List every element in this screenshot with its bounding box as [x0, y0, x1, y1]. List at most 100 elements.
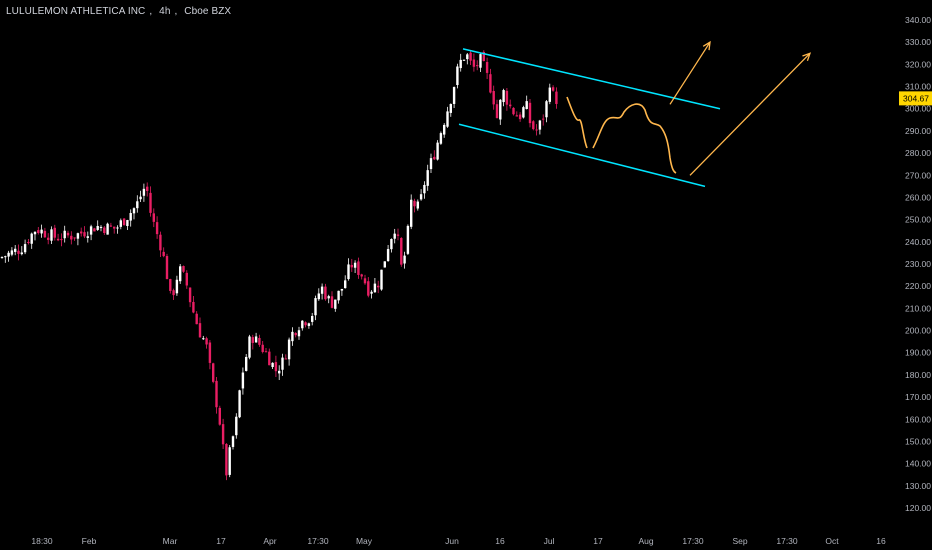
candle-body [304, 322, 307, 326]
candle-body [225, 443, 228, 476]
candle-body [311, 316, 314, 322]
candle-body [218, 407, 221, 425]
candle-body [340, 288, 344, 291]
candle-body [489, 74, 492, 93]
candle-body [367, 281, 370, 296]
y-tick-label: 260.00 [905, 192, 931, 202]
y-tick-label: 200.00 [905, 326, 931, 336]
candle-body [149, 192, 152, 213]
last-price-badge [899, 91, 932, 106]
x-tick-label: Jul [544, 536, 555, 546]
y-tick-label: 230.00 [905, 259, 931, 269]
candle-body [327, 296, 330, 299]
candle-body [228, 447, 231, 475]
y-tick-label: 340.00 [905, 15, 931, 25]
candle-body [502, 90, 505, 103]
candle-body [482, 51, 485, 62]
candle-body [410, 199, 413, 227]
candle-body [373, 283, 377, 293]
candle-body [469, 52, 472, 61]
candle-body [221, 424, 225, 445]
symbol-name: LULULEMON ATHLETICA INC [6, 6, 146, 17]
candle-body [126, 220, 129, 227]
candle-body [459, 59, 462, 69]
candle-body [179, 266, 182, 282]
candle-body [548, 87, 551, 102]
x-tick-label: 17:30 [776, 536, 798, 546]
candle-body [238, 390, 241, 418]
candle-body [152, 213, 155, 222]
candle-body [363, 278, 367, 284]
candle-body [284, 358, 287, 360]
candle-body [436, 142, 439, 160]
candle-body [291, 331, 294, 342]
candle-body [330, 296, 334, 308]
candle-body [261, 344, 264, 352]
candle-body [413, 200, 416, 207]
candle-body [518, 114, 522, 120]
target-arrow-2 [689, 52, 811, 176]
annotations-layer [458, 40, 812, 188]
candle-body [40, 229, 43, 234]
candle-body [274, 362, 278, 372]
candle-body [76, 233, 80, 239]
candle-body [231, 436, 235, 447]
candle-body [551, 87, 555, 91]
candle-body [172, 290, 175, 296]
candle-body [89, 226, 93, 235]
exchange: Cboe BZX [184, 6, 232, 17]
target-arrow-1 [669, 41, 711, 105]
candle-body [254, 336, 258, 343]
y-tick-label: 220.00 [905, 281, 931, 291]
candle-body [370, 291, 373, 294]
candle-body [132, 208, 136, 214]
candle-body [109, 225, 113, 227]
candle-body [449, 104, 452, 113]
candle-body [271, 362, 274, 368]
candle-body [251, 337, 254, 343]
candle-body [106, 223, 109, 235]
candle-body [535, 129, 538, 131]
candle-body [429, 158, 433, 170]
candle-body [406, 225, 410, 254]
candle-body [60, 239, 63, 241]
candle-body [509, 104, 512, 107]
candle-body [390, 239, 393, 250]
candle-body [479, 54, 482, 68]
candle-body [195, 313, 198, 325]
candle-body [215, 380, 218, 408]
candle-body [248, 336, 251, 358]
candle-body [419, 194, 423, 200]
candle-body [122, 218, 126, 226]
candle-body [93, 228, 96, 232]
y-tick-label: 120.00 [905, 503, 931, 513]
candle-body [353, 262, 357, 268]
candle-body [47, 237, 50, 240]
candle-body [337, 290, 340, 301]
candle-body [188, 287, 192, 303]
candle-body [235, 416, 238, 436]
candle-body [241, 372, 245, 389]
candle-body [522, 107, 525, 118]
y-tick-label: 270.00 [905, 170, 931, 180]
candle-body [136, 201, 139, 209]
candle-body [314, 298, 317, 316]
candle-body [146, 186, 149, 191]
candle-body [532, 121, 535, 130]
candle-body [301, 320, 304, 329]
y-tick-label: 250.00 [905, 215, 931, 225]
candle-body [96, 225, 99, 230]
candle-body [423, 184, 426, 194]
candle-body [334, 299, 337, 309]
candle-body [297, 330, 301, 337]
x-tick-label: Feb [82, 536, 97, 546]
y-tick-label: 210.00 [905, 303, 931, 313]
x-tick-label: Mar [163, 536, 178, 546]
last-price-label: 304.67 [903, 93, 929, 103]
candle-body [555, 91, 558, 104]
candle-body [142, 188, 146, 196]
candle-body [0, 257, 4, 259]
candle-body [505, 90, 509, 105]
candle-body [17, 250, 20, 254]
